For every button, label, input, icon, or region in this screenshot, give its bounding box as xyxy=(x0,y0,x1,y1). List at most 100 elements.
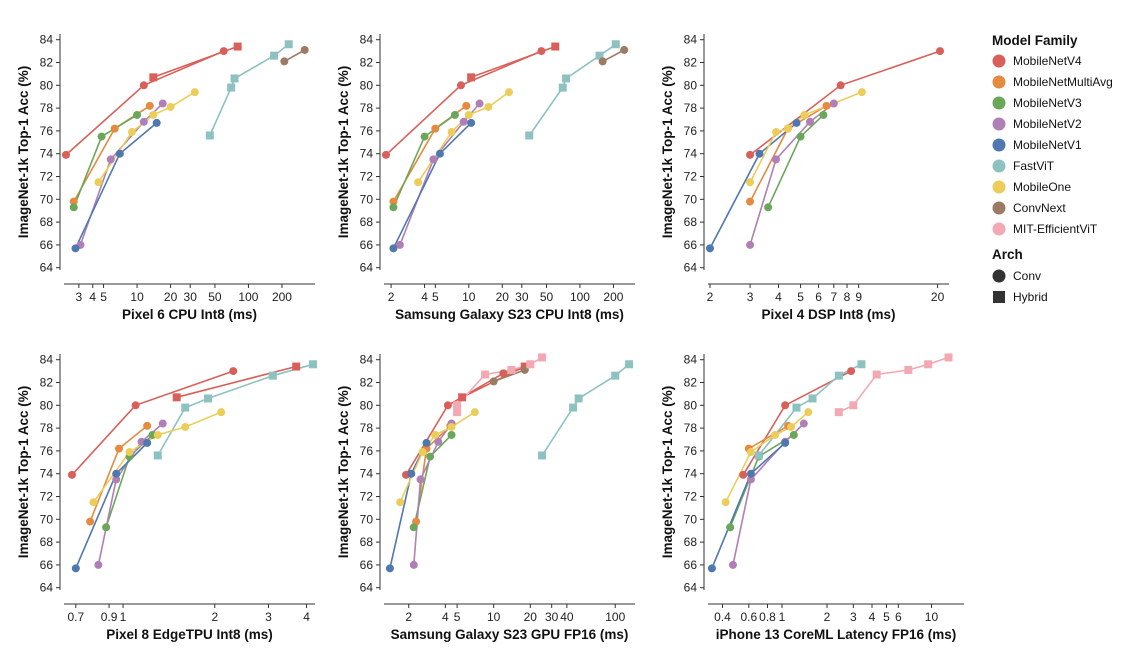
series-mobilenetv1-circle-point xyxy=(707,564,716,573)
y-tick-label: 80 xyxy=(360,78,374,92)
y-tick: 70 xyxy=(40,192,60,206)
legend-label: MobileNetV1 xyxy=(1013,138,1082,152)
legend: Model Family MobileNetV4 MobileNetMultiAv… xyxy=(992,33,1113,304)
series-mobilenetmultiavg-circle-line xyxy=(748,425,789,450)
series-mobileone-circle-point xyxy=(125,448,134,457)
y-tick: 68 xyxy=(40,215,60,229)
series-mobileone-circle-line xyxy=(724,411,809,503)
legend-family-title: Model Family xyxy=(992,33,1078,48)
y-tick-label: 76 xyxy=(684,444,698,458)
series-mobilenetv3-circle-point xyxy=(409,523,418,532)
x-tick-label: 8 xyxy=(844,290,851,304)
series-mobilenetv1-circle-point xyxy=(152,118,161,127)
y-tick-label: 68 xyxy=(360,535,374,549)
y-tick: 66 xyxy=(684,558,704,572)
x-tick-label: 1 xyxy=(120,610,127,624)
legend-item-mit-efficientvit: MIT-EfficientViT xyxy=(992,222,1098,236)
series-mobilenetv2-circle-point xyxy=(434,437,443,446)
series-mobilenetv4-circle-point xyxy=(781,401,790,410)
series-mobilenetv2-circle-point xyxy=(395,240,404,249)
series-mobileone-circle-point xyxy=(470,408,479,417)
y-tick: 80 xyxy=(684,78,704,92)
y-tick: 84 xyxy=(360,33,380,47)
series-mobilenetv4-circle-point xyxy=(131,401,140,410)
y-axis-title: ImageNet-1k Top-1 Acc (%) xyxy=(336,66,351,239)
series-fastvit-square-point xyxy=(754,451,763,460)
x-tick: 4 xyxy=(89,284,96,304)
y-tick-label: 68 xyxy=(360,215,374,229)
series-mit-efficientvit-square-point xyxy=(526,360,535,369)
series-mobileone-circle-point xyxy=(190,88,199,97)
x-tick: 0.4 xyxy=(714,604,731,624)
series-mobilenetv4-circle-point xyxy=(62,150,70,159)
series-fastvit-square-point xyxy=(569,403,578,412)
series-mobilenetv4-square-point xyxy=(458,393,467,402)
legend-label: FastViT xyxy=(1013,159,1055,173)
y-tick: 64 xyxy=(684,581,704,595)
series-mobilenetv1-circle-line xyxy=(74,122,158,249)
series-mobilenetv2-circle-point xyxy=(429,155,438,164)
legend-swatch xyxy=(992,96,1006,110)
y-tick-label: 74 xyxy=(40,467,54,481)
y-tick: 66 xyxy=(360,238,380,252)
series-mobilenetv2-circle-point xyxy=(746,475,755,484)
series-mobilenetv2-circle-point xyxy=(829,99,838,108)
series-mobilenetmultiavg-circle-line xyxy=(392,105,467,202)
y-tick: 64 xyxy=(360,581,380,595)
y-tick-label: 74 xyxy=(40,147,54,161)
y-tick-label: 82 xyxy=(360,376,374,390)
x-tick-label: 3 xyxy=(850,610,857,624)
series-mobilenetv3-circle-line xyxy=(73,114,138,208)
series-mobileone-circle-point xyxy=(447,128,456,137)
x-tick-label: 4 xyxy=(775,290,782,304)
legend-swatch xyxy=(992,117,1006,131)
y-tick: 72 xyxy=(40,170,60,184)
series-mobilenetv4-circle-point xyxy=(537,47,546,56)
series-group xyxy=(707,353,953,573)
series-mobilenetv1-circle-line xyxy=(392,122,472,249)
series-mobilenetv4-circle-line xyxy=(71,370,234,476)
series-group xyxy=(706,47,945,253)
x-tick: 5 xyxy=(432,284,439,304)
series-mobilenetv3-circle-point xyxy=(726,523,735,532)
series-mit-efficientvit-square-point xyxy=(453,408,462,417)
x-tick-label: 3 xyxy=(265,610,272,624)
x-tick-label: 5 xyxy=(797,290,804,304)
series-mobilenetv1-circle-line xyxy=(389,442,428,569)
series-mobilenetv4-square-point xyxy=(149,73,158,82)
x-tick-label: 40 xyxy=(560,610,574,624)
series-fastvit-square-point xyxy=(203,394,212,403)
y-tick: 68 xyxy=(684,215,704,229)
x-tick-label: 2 xyxy=(707,290,714,304)
x-axis-title: Samsung Galaxy S23 GPU FP16 (ms) xyxy=(391,627,629,642)
y-tick: 80 xyxy=(40,398,60,412)
series-fastvit-square-point xyxy=(309,360,317,369)
y-tick: 64 xyxy=(40,581,60,595)
y-tick: 78 xyxy=(40,101,60,115)
y-tick: 76 xyxy=(360,444,380,458)
y-tick-label: 82 xyxy=(40,376,54,390)
series-mobilenetv1-circle-point xyxy=(112,469,121,478)
x-tick: 5 xyxy=(100,284,107,304)
y-tick: 84 xyxy=(684,33,704,47)
series-fastvit-square-point xyxy=(857,360,866,369)
series-mobilenetmultiavg-circle-point xyxy=(746,197,755,206)
series-fastvit-square-point xyxy=(538,451,547,460)
series-mobilenetv1-circle-point xyxy=(143,438,152,447)
series-mobileone-circle-point xyxy=(94,178,103,187)
series-mobilenetv4-circle-line xyxy=(749,50,941,156)
y-tick-label: 76 xyxy=(684,124,698,138)
series-mobilenetmultiavg-circle-point xyxy=(145,101,154,110)
y-tick-label: 72 xyxy=(684,490,698,504)
y-tick-label: 78 xyxy=(40,421,54,435)
x-tick-label: 9 xyxy=(855,290,862,304)
legend-arch-items: Conv Hybrid xyxy=(992,269,1048,304)
y-tick-label: 64 xyxy=(40,581,54,595)
series-fastvit-square-point xyxy=(284,40,293,49)
series-mobilenetv2-circle-point xyxy=(772,155,781,164)
x-tick-label: 5 xyxy=(883,610,890,624)
x-tick: 30 xyxy=(545,604,559,624)
series-mobilenetmultiavg-circle-point xyxy=(822,101,831,110)
